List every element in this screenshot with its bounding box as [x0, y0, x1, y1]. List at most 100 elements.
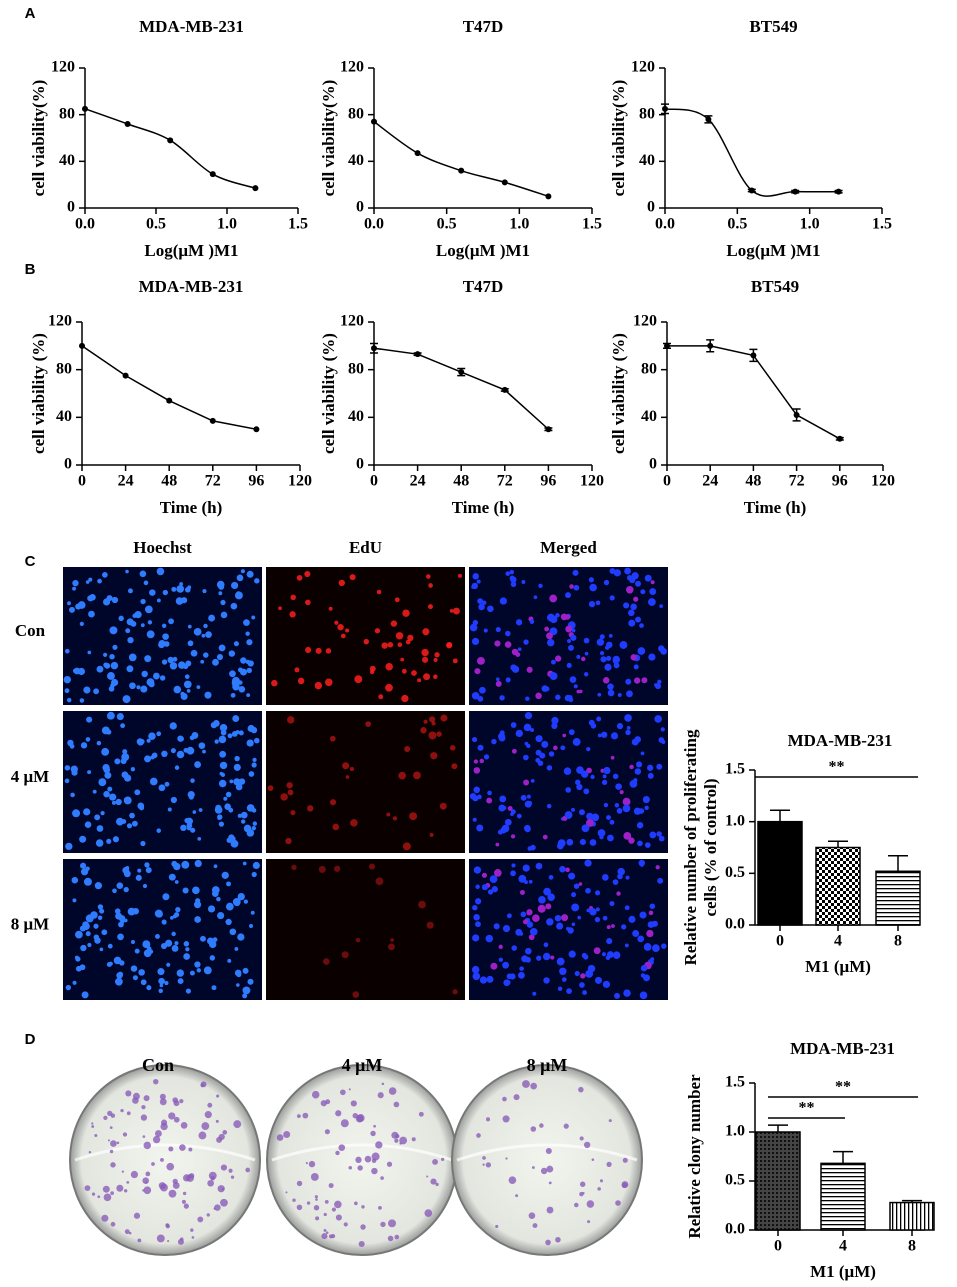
colony	[91, 1192, 96, 1196]
nucleus	[246, 739, 254, 747]
nucleus	[532, 991, 537, 996]
nucleus	[251, 762, 257, 768]
nucleus	[409, 812, 418, 821]
nucleus	[189, 970, 195, 976]
colony	[183, 1203, 189, 1209]
nucleus	[546, 765, 553, 771]
nucleus	[183, 747, 189, 753]
nucleus	[578, 809, 585, 816]
nucleus	[584, 651, 589, 656]
nucleus	[156, 828, 162, 833]
nucleus	[156, 567, 165, 576]
nucleus	[511, 665, 520, 673]
colony	[325, 1231, 329, 1234]
nucleus	[536, 955, 542, 961]
nucleus	[609, 595, 615, 601]
nucleus	[609, 568, 616, 574]
x-axis-label: Log(μM )M1	[144, 241, 238, 260]
nucleus	[180, 824, 187, 832]
nucleus	[240, 657, 247, 664]
nucleus	[541, 740, 549, 748]
colony	[539, 1123, 544, 1128]
colony	[297, 1114, 301, 1118]
x-tick-label: 48	[161, 473, 177, 490]
colony	[103, 1193, 112, 1202]
nucleus	[649, 588, 657, 595]
colony	[168, 1112, 176, 1120]
nucleus	[213, 864, 218, 869]
colony	[182, 1174, 191, 1182]
error-bar	[768, 1124, 788, 1132]
nucleus	[520, 794, 527, 801]
nucleus	[252, 861, 260, 870]
nucleus	[213, 720, 220, 727]
nucleus	[112, 836, 120, 843]
nucleus	[93, 923, 99, 929]
colony	[387, 1235, 394, 1242]
nucleus	[643, 943, 652, 951]
nucleus	[114, 977, 123, 986]
nucleus	[428, 604, 433, 610]
nucleus	[503, 979, 511, 987]
nucleus	[571, 892, 577, 898]
nucleus	[490, 962, 498, 970]
nucleus	[324, 678, 333, 687]
nucleus	[642, 796, 650, 804]
nucleus	[501, 824, 510, 833]
y-tick-label: 0.5	[725, 864, 745, 881]
nucleus	[549, 615, 558, 624]
colony	[394, 1234, 400, 1240]
nucleus	[328, 606, 333, 611]
nucleus	[572, 738, 581, 746]
nucleus	[489, 875, 498, 883]
nucleus	[542, 834, 548, 840]
nucleus	[582, 990, 587, 995]
nucleus	[594, 890, 601, 896]
x-tick-label: 0	[663, 473, 671, 490]
nucleus	[573, 684, 578, 689]
colony	[160, 1122, 168, 1131]
nucleus	[602, 774, 607, 779]
nucleus	[123, 870, 131, 878]
y-axis-label: cell viability (%)	[319, 333, 338, 454]
nucleus	[122, 749, 128, 755]
data-point	[371, 345, 377, 352]
colony	[399, 1136, 408, 1145]
nucleus	[574, 971, 580, 977]
colony	[361, 1205, 365, 1209]
nucleus	[164, 781, 170, 787]
nucleus	[387, 642, 394, 648]
nucleus	[323, 958, 330, 965]
nucleus	[624, 567, 631, 575]
nucleus	[570, 634, 577, 641]
nucleus	[648, 910, 654, 916]
nucleus	[478, 686, 486, 694]
nucleus	[417, 678, 422, 683]
colony	[354, 1201, 358, 1206]
colony	[482, 1156, 486, 1160]
y-tick-label: 0	[64, 456, 72, 473]
nucleus	[440, 714, 448, 722]
colony	[204, 1111, 212, 1119]
nucleus	[250, 910, 255, 915]
nucleus	[617, 693, 622, 697]
y-tick-label: 0	[647, 199, 655, 216]
nucleus	[245, 631, 250, 636]
nucleus	[201, 633, 206, 638]
nucleus	[654, 683, 658, 687]
data-point	[414, 351, 421, 358]
colony	[167, 1240, 170, 1243]
nucleus	[187, 624, 192, 629]
nucleus	[633, 596, 639, 602]
nucleus	[520, 911, 527, 918]
nucleus	[97, 578, 102, 584]
nucleus	[422, 628, 430, 636]
nucleus	[174, 941, 179, 946]
nucleus	[546, 638, 555, 647]
nucleus	[612, 657, 620, 665]
nucleus	[483, 628, 488, 633]
nucleus	[551, 716, 559, 725]
x-tick-label: 0.5	[146, 216, 166, 233]
nucleus	[185, 988, 192, 994]
nucleus	[158, 988, 163, 994]
